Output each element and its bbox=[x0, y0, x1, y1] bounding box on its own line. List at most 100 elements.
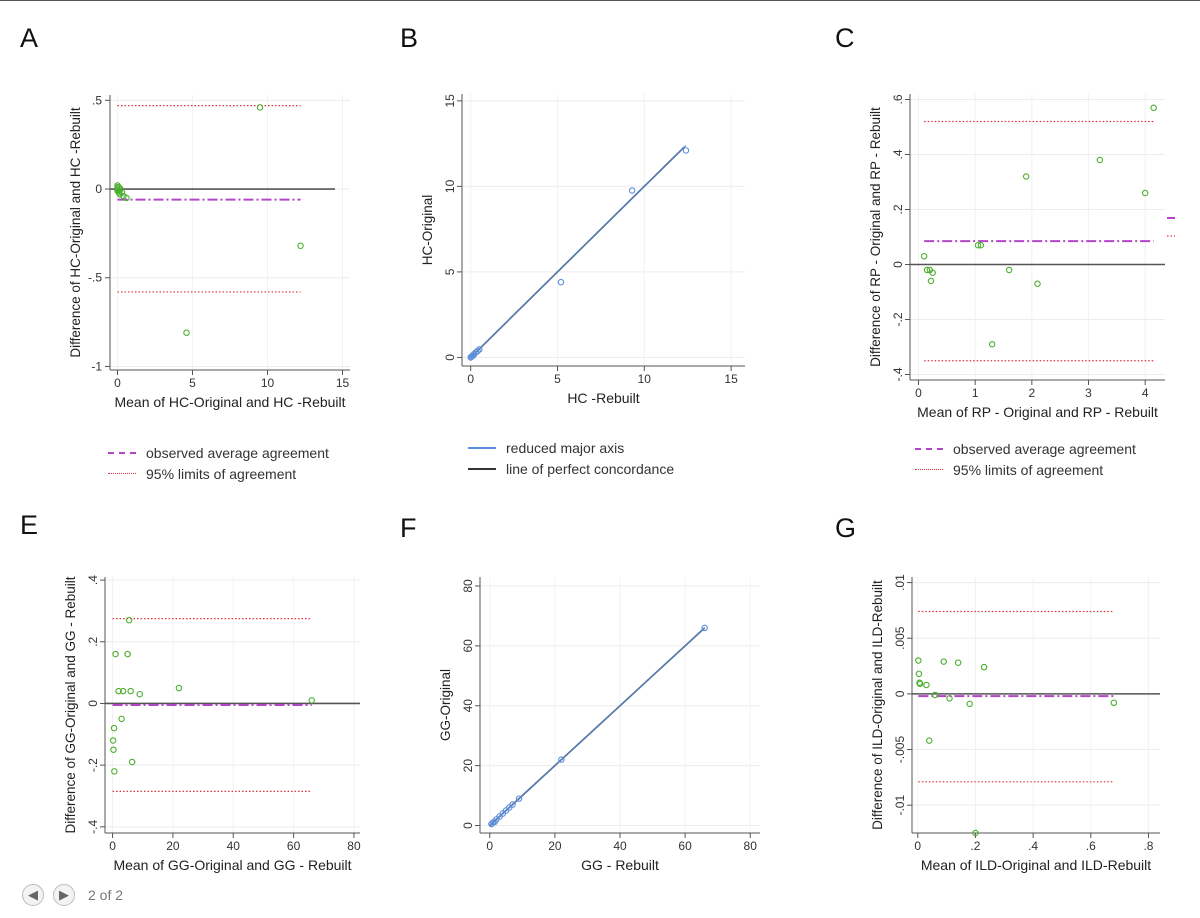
data-point bbox=[123, 194, 130, 202]
average-line-key bbox=[108, 451, 136, 454]
data-point bbox=[125, 616, 133, 624]
y-axis-title: Difference of ILD-Original and ILD-Rebui… bbox=[870, 580, 885, 830]
data-point bbox=[558, 756, 565, 763]
legend-a: observed average agreement 95% limits of… bbox=[108, 442, 329, 484]
data-point bbox=[931, 691, 939, 699]
legend-c: observed average agreement 95% limits of… bbox=[915, 438, 1136, 480]
x-axis-title: Mean of ILD-Original and ILD-Rebuilt bbox=[921, 857, 1151, 873]
data-point bbox=[1005, 266, 1013, 274]
legend-label: observed average agreement bbox=[953, 440, 1136, 457]
data-point bbox=[112, 650, 119, 658]
x-tick-label: 80 bbox=[744, 839, 758, 853]
data-point bbox=[954, 659, 962, 666]
x-tick-label: 0 bbox=[915, 386, 922, 400]
data-point bbox=[988, 341, 996, 348]
y-tick-label: -.4 bbox=[86, 820, 100, 834]
data-point bbox=[972, 829, 979, 837]
panel-letter-b: B bbox=[400, 23, 419, 53]
data-point bbox=[557, 278, 565, 286]
data-point bbox=[946, 695, 953, 702]
x-tick-label: 2 bbox=[1028, 386, 1035, 400]
x-tick-label: .2 bbox=[970, 839, 980, 853]
y-tick-label: 5 bbox=[443, 268, 457, 275]
data-point bbox=[923, 266, 931, 274]
data-point bbox=[966, 700, 973, 708]
panel-letter-f: F bbox=[400, 513, 417, 543]
x-tick-label: 15 bbox=[724, 372, 738, 386]
data-point bbox=[476, 346, 483, 353]
legend-item-rma: reduced major axis bbox=[468, 437, 674, 458]
data-point bbox=[308, 697, 315, 704]
x-tick-label: 10 bbox=[261, 376, 275, 390]
data-point bbox=[256, 104, 264, 111]
y-tick-label: 40 bbox=[461, 699, 475, 713]
legend-label: 95% limits of agreement bbox=[953, 461, 1104, 478]
legend-item-perfect: line of perfect concordance bbox=[468, 458, 674, 479]
frame-top-border bbox=[0, 0, 1200, 1]
x-tick-label: .8 bbox=[1143, 839, 1153, 853]
data-point bbox=[509, 801, 516, 808]
x-tick-label: 0 bbox=[114, 376, 121, 390]
x-tick-label: 60 bbox=[678, 839, 692, 853]
data-point bbox=[1141, 189, 1149, 197]
panel-letter-e: E bbox=[20, 510, 39, 540]
y-axis-title: Difference of GG-Original and GG - Rebui… bbox=[63, 576, 78, 833]
x-tick-label: 0 bbox=[467, 372, 474, 386]
data-point bbox=[929, 269, 936, 277]
data-point bbox=[940, 658, 947, 665]
legend-label: line of perfect concordance bbox=[506, 460, 675, 477]
x-tick-label: 5 bbox=[189, 376, 196, 390]
panel-letter-g: G bbox=[835, 513, 857, 543]
data-point bbox=[1110, 699, 1118, 707]
data-point bbox=[980, 663, 988, 671]
legend-label: reduced major axis bbox=[506, 439, 625, 456]
data-point bbox=[1096, 156, 1104, 164]
chart-panel-c: 0 1 2 3 4 .6 .4 .2 0 -.2 -.4 Mean of RP - Original … bbox=[868, 94, 1175, 420]
y-tick-label: -.4 bbox=[891, 367, 905, 381]
data-point bbox=[916, 680, 924, 688]
data-point bbox=[128, 758, 136, 766]
x-axis-title: Mean of GG-Original and GG - Rebuilt bbox=[113, 857, 351, 873]
y-tick-label: .2 bbox=[86, 636, 100, 646]
reduced-major-axis-line bbox=[470, 144, 687, 358]
data-point bbox=[118, 189, 126, 196]
page-indicator: 2 of 2 bbox=[88, 887, 124, 903]
data-point bbox=[927, 277, 935, 285]
legend-label: observed average agreement bbox=[146, 444, 329, 461]
data-point bbox=[926, 737, 933, 744]
x-tick-label: 1 bbox=[972, 386, 979, 400]
data-point bbox=[136, 690, 143, 698]
data-point bbox=[127, 687, 134, 695]
x-tick-label: 0 bbox=[109, 839, 116, 853]
y-tick-label: 15 bbox=[443, 94, 457, 108]
data-point bbox=[118, 715, 125, 723]
y-tick-label: -.2 bbox=[891, 312, 905, 326]
y-tick-label: 0 bbox=[443, 354, 457, 361]
data-point bbox=[474, 347, 481, 355]
data-point bbox=[701, 624, 708, 632]
data-point bbox=[628, 187, 636, 194]
data-point bbox=[488, 820, 495, 828]
data-point bbox=[110, 724, 118, 732]
y-tick-label: -1 bbox=[91, 359, 102, 373]
x-tick-label: 20 bbox=[166, 839, 180, 853]
average-line-key bbox=[915, 447, 943, 450]
data-point bbox=[915, 657, 922, 664]
prev-page-button[interactable]: ◀ bbox=[22, 884, 44, 906]
data-point bbox=[119, 687, 127, 695]
next-page-button[interactable]: ▶ bbox=[53, 884, 75, 906]
y-tick-label: .005 bbox=[893, 626, 907, 650]
data-point bbox=[920, 253, 928, 260]
x-tick-label: 3 bbox=[1085, 386, 1092, 400]
x-axis-title: HC -Rebuilt bbox=[567, 390, 639, 406]
rma-line-key bbox=[468, 446, 496, 449]
arrow-left-icon: ◀ bbox=[28, 887, 38, 902]
chart-panel-f: 0 20 40 60 80 0 20 40 60 80 GG - Rebuilt GG-Origina… bbox=[438, 577, 760, 873]
y-tick-label: -.5 bbox=[88, 271, 102, 285]
panel-letter-c: C bbox=[835, 23, 855, 53]
data-point bbox=[124, 650, 131, 658]
x-tick-label: 0 bbox=[914, 839, 921, 853]
chart-panel-b: 0 5 10 15 0 5 10 15 HC -Rebuilt HC-Original bbox=[420, 94, 745, 406]
y-axis-title: HC-Original bbox=[420, 195, 435, 266]
x-tick-label: .6 bbox=[1086, 839, 1096, 853]
